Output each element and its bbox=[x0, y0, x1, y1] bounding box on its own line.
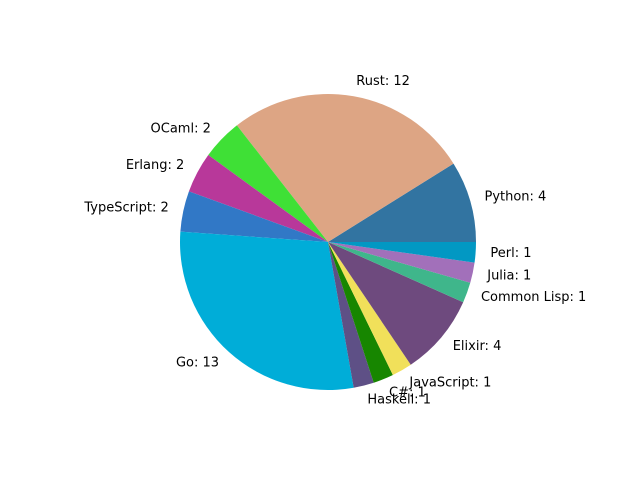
pie-slice-ocaml bbox=[208, 125, 328, 242]
slice-label-go: Go: 13 bbox=[176, 355, 219, 370]
pie-slice-typescript bbox=[180, 191, 328, 242]
pie-slice-common-lisp bbox=[328, 242, 471, 303]
slice-label-common-lisp: Common Lisp: 1 bbox=[481, 290, 586, 305]
slice-label-perl: Perl: 1 bbox=[490, 246, 531, 261]
slice-label-python: Python: 4 bbox=[484, 190, 546, 205]
pie-slice-python bbox=[328, 163, 476, 242]
pie-slice-perl bbox=[328, 242, 476, 263]
slice-label-erlang: Erlang: 2 bbox=[126, 158, 184, 173]
slice-label-haskell: Haskell: 1 bbox=[367, 392, 431, 407]
slice-label-rust: Rust: 12 bbox=[356, 74, 410, 89]
pie-slice-rust bbox=[236, 93, 454, 242]
slice-label-julia: Julia: 1 bbox=[486, 268, 531, 283]
pie-slice-haskell bbox=[328, 242, 374, 388]
slice-label-ocaml: OCaml: 2 bbox=[151, 121, 211, 136]
slice-label-typescript: TypeScript: 2 bbox=[83, 201, 168, 216]
slice-label-elixir: Elixir: 4 bbox=[453, 339, 502, 354]
pie-slice-elixir bbox=[328, 242, 464, 365]
slice-label-c: C#: 1 bbox=[389, 385, 426, 400]
pie-slice-go bbox=[179, 231, 354, 390]
slices-layer bbox=[179, 93, 476, 390]
pie-slice-c bbox=[328, 242, 393, 383]
pie-slice-javascript bbox=[328, 242, 411, 376]
slice-label-javascript: JavaScript: 1 bbox=[408, 375, 491, 390]
pie-slice-erlang bbox=[188, 155, 328, 242]
labels-layer: Python: 4 Rust: 12 OCaml: 2 Erlang: 2 TypeSc… bbox=[83, 74, 586, 407]
pie-slice-julia bbox=[328, 242, 475, 283]
